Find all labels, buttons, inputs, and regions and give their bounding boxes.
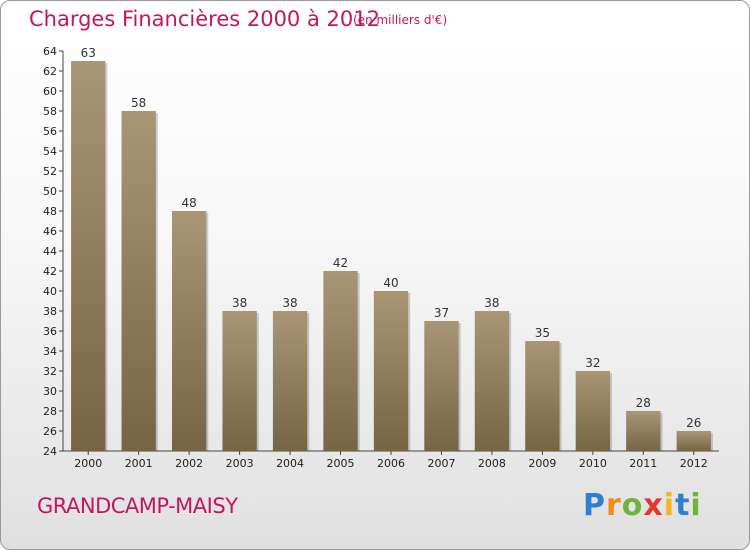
x-tick-label: 2011	[629, 457, 657, 470]
bar-value-label: 42	[333, 256, 348, 270]
bar-value-label: 48	[182, 196, 197, 210]
bar	[676, 431, 711, 451]
bar-value-label: 38	[232, 296, 247, 310]
y-tick-label: 24	[43, 445, 57, 458]
x-tick-label: 2006	[377, 457, 405, 470]
y-tick-label: 26	[43, 425, 57, 438]
logo-letter: P	[583, 488, 606, 523]
y-tick-label: 36	[43, 325, 57, 338]
bar-value-label: 37	[434, 306, 449, 320]
logo-letter: t	[675, 488, 691, 523]
logo-letter: r	[606, 488, 622, 523]
logo-letter: o	[621, 488, 644, 523]
y-tick-label: 46	[43, 225, 57, 238]
x-tick-label: 2000	[74, 457, 102, 470]
bar-value-label: 58	[131, 96, 146, 110]
bar-value-label: 38	[484, 296, 499, 310]
y-tick-label: 42	[43, 265, 57, 278]
y-tick-label: 28	[43, 405, 57, 418]
y-tick-label: 34	[43, 345, 57, 358]
proxiti-logo[interactable]: Proxiti	[583, 488, 702, 523]
logo-letter: i	[663, 488, 676, 523]
bar	[222, 311, 257, 451]
bar-value-label: 40	[383, 276, 398, 290]
bar	[323, 271, 358, 451]
x-tick-label: 2010	[579, 457, 607, 470]
bar	[121, 111, 156, 451]
bar	[424, 321, 459, 451]
x-tick-label: 2008	[478, 457, 506, 470]
y-tick-label: 56	[43, 125, 57, 138]
y-tick-label: 38	[43, 305, 57, 318]
bar	[626, 411, 661, 451]
bar	[71, 61, 106, 451]
bar-value-label: 32	[585, 356, 600, 370]
x-tick-label: 2012	[680, 457, 708, 470]
y-tick-label: 62	[43, 65, 57, 78]
logo-letter: x	[643, 488, 664, 523]
y-tick-label: 60	[43, 85, 57, 98]
y-tick-label: 32	[43, 365, 57, 378]
commune-name: GRANDCAMP-MAISY	[37, 494, 238, 518]
chart-subtitle: (en milliers d'€)	[353, 13, 448, 27]
bar-value-label: 35	[535, 326, 550, 340]
bar-value-label: 38	[282, 296, 297, 310]
bar	[474, 311, 510, 451]
bar-value-label: 26	[686, 416, 701, 430]
x-tick-label: 2009	[528, 457, 556, 470]
y-tick-label: 40	[43, 285, 57, 298]
x-tick-label: 2005	[327, 457, 355, 470]
bar	[575, 371, 611, 451]
bar	[272, 311, 308, 451]
chart-title: Charges Financières 2000 à 2012	[29, 7, 380, 31]
bar	[171, 211, 207, 451]
x-tick-label: 2003	[226, 457, 254, 470]
y-tick-label: 52	[43, 165, 57, 178]
y-tick-label: 44	[43, 245, 57, 258]
bar-value-label: 63	[81, 46, 96, 60]
bar-value-label: 28	[636, 396, 651, 410]
y-tick-label: 64	[43, 45, 57, 58]
bar	[525, 341, 560, 451]
x-tick-label: 2001	[125, 457, 153, 470]
y-tick-label: 54	[43, 145, 57, 158]
logo-letter: i	[690, 488, 702, 523]
y-tick-label: 58	[43, 105, 57, 118]
y-tick-label: 50	[43, 185, 57, 198]
bar	[373, 291, 409, 451]
x-tick-label: 2002	[175, 457, 203, 470]
y-tick-label: 30	[43, 385, 57, 398]
y-tick-label: 48	[43, 205, 57, 218]
x-tick-label: 2007	[427, 457, 455, 470]
x-tick-label: 2004	[276, 457, 304, 470]
